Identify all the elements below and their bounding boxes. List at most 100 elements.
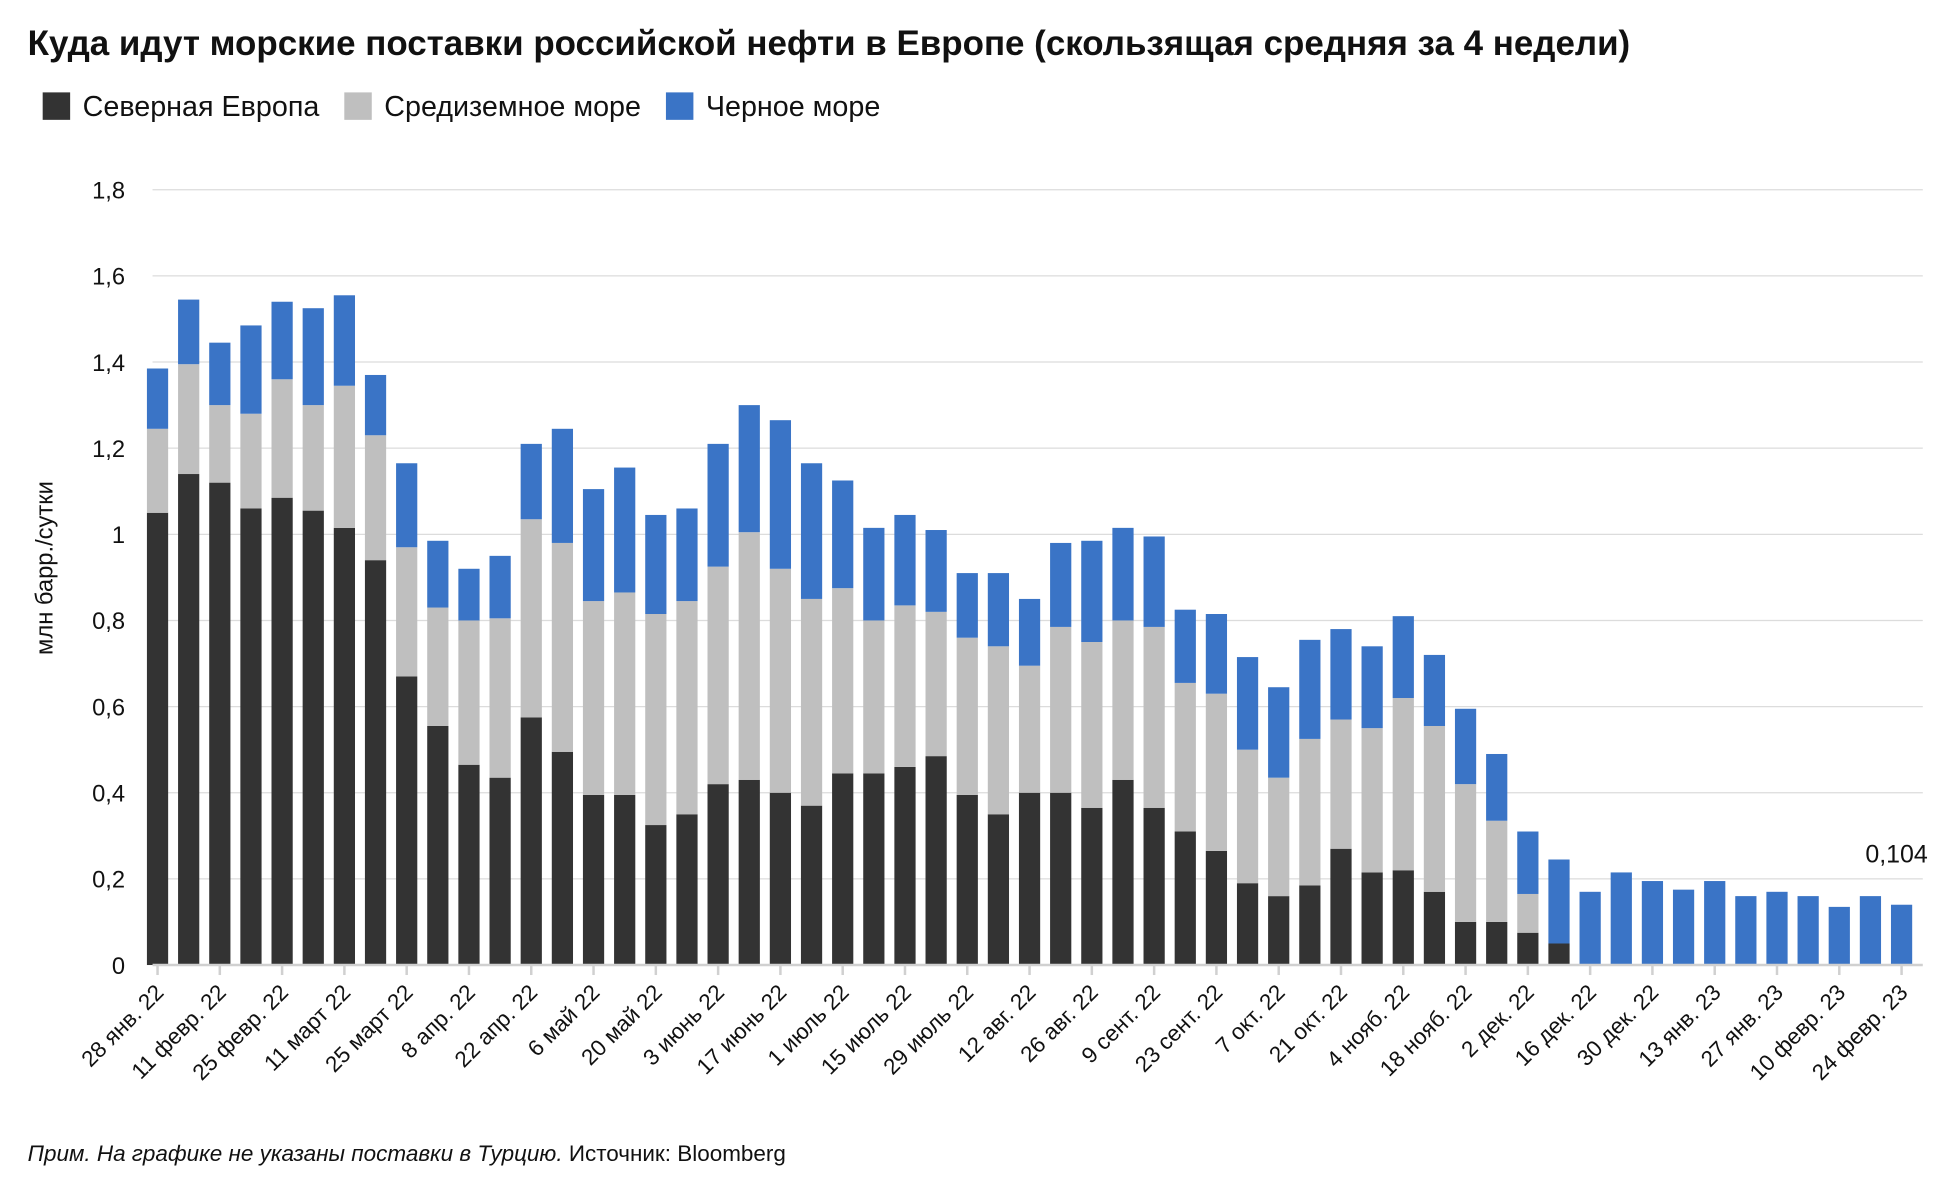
- y-tick-label: 0,4: [92, 781, 125, 807]
- bar-segment-2: [1859, 896, 1882, 966]
- footnote-source: Источник: Bloomberg: [563, 1141, 786, 1166]
- bar-segment-2: [1423, 654, 1446, 726]
- bar-segment-1: [427, 607, 449, 726]
- bar-segment-1: [1205, 693, 1228, 851]
- bar-segment-0: [364, 560, 387, 966]
- bar-segment-1: [1143, 626, 1165, 808]
- bar-segment-2: [364, 374, 387, 436]
- bar-segment-1: [489, 618, 511, 778]
- bar-segment-0: [1299, 885, 1321, 966]
- bar-segment-2: [240, 325, 262, 414]
- bar-segment-2: [271, 301, 293, 380]
- bar-segment-0: [520, 717, 542, 966]
- bar-segment-1: [1112, 620, 1134, 780]
- bar-segment-0: [1486, 921, 1508, 966]
- bar-segment-2: [489, 555, 511, 619]
- y-axis-label: млн барр./сутки: [33, 481, 59, 655]
- bar-segment-0: [1454, 921, 1477, 966]
- bar-segment-2: [302, 308, 324, 406]
- bar-segment-1: [1236, 749, 1259, 884]
- bar-segment-1: [1361, 728, 1383, 873]
- bar-segment-0: [956, 794, 978, 966]
- y-tick-label: 0,8: [92, 609, 125, 635]
- bar-segment-1: [364, 435, 387, 561]
- bar-segment-0: [1423, 891, 1446, 966]
- bar-segment-2: [1766, 891, 1788, 966]
- bar-segment-0: [1050, 792, 1072, 966]
- bar-segment-2: [1517, 831, 1539, 894]
- bars: [146, 295, 1913, 966]
- bar-segment-2: [1454, 708, 1477, 785]
- bar-segment-2: [738, 405, 760, 533]
- bar-segment-1: [333, 385, 356, 528]
- bar-segment-2: [1610, 872, 1632, 966]
- bar-segment-0: [1548, 943, 1570, 966]
- bar-segment-2: [1486, 753, 1508, 821]
- bar-segment-2: [1735, 896, 1757, 966]
- bar-segment-2: [1392, 616, 1414, 698]
- bar-segment-2: [582, 489, 605, 602]
- footnote: Прим. На графике не указаны поставки в Т…: [28, 1141, 786, 1166]
- bar-segment-2: [1174, 609, 1196, 683]
- bar-segment-0: [582, 794, 605, 966]
- bar-segment-2: [1268, 687, 1290, 778]
- bar-segment-1: [894, 605, 916, 767]
- bar-segment-0: [1205, 850, 1228, 966]
- bar-segment-0: [1081, 807, 1103, 966]
- bar-segment-2: [1797, 896, 1819, 966]
- legend-swatch-2: [665, 92, 694, 120]
- y-tick-label: 1: [112, 523, 125, 549]
- bar-segment-1: [271, 379, 293, 498]
- legend-label-1: Средиземное море: [384, 91, 641, 123]
- bar-segment-0: [894, 766, 916, 966]
- bar-segment-0: [769, 792, 792, 966]
- bar-segment-0: [1143, 807, 1165, 966]
- bar-segment-0: [832, 773, 854, 966]
- bar-segment-1: [769, 568, 792, 793]
- bar-segment-0: [396, 676, 418, 966]
- bar-segment-0: [551, 751, 574, 966]
- bar-segment-0: [146, 512, 169, 966]
- bar-segment-0: [707, 784, 729, 966]
- bar-segment-0: [333, 527, 356, 966]
- bar-segment-1: [458, 620, 480, 765]
- annotations: 0,104: [1865, 840, 1928, 868]
- data-label: 0,104: [1865, 840, 1928, 868]
- bar-segment-0: [987, 814, 1010, 966]
- bar-segment-0: [925, 756, 947, 966]
- bar-segment-2: [396, 463, 418, 548]
- bar-segment-2: [1081, 540, 1103, 643]
- bar-segment-1: [676, 601, 698, 815]
- bar-segment-1: [520, 519, 542, 718]
- bar-segment-0: [645, 825, 667, 966]
- bar-segment-0: [800, 805, 823, 966]
- bar-segment-1: [1423, 725, 1446, 892]
- bar-segment-0: [302, 510, 324, 966]
- bar-segment-1: [1517, 893, 1539, 933]
- bar-segment-2: [1143, 536, 1165, 627]
- bar-segment-0: [863, 773, 885, 966]
- bar-segment-0: [209, 482, 231, 966]
- bar-segment-0: [1236, 883, 1259, 966]
- bar-segment-2: [956, 573, 978, 638]
- bar-segment-0: [271, 497, 293, 966]
- bar-segment-1: [1050, 626, 1072, 793]
- bar-segment-1: [1268, 777, 1290, 897]
- bar-segment-1: [1392, 697, 1414, 871]
- bar-segment-1: [1330, 719, 1352, 849]
- bar-segment-2: [1050, 542, 1072, 627]
- bar-segment-0: [1268, 896, 1290, 966]
- bar-segment-0: [240, 508, 262, 966]
- bar-segment-1: [956, 637, 978, 795]
- bar-segment-2: [1299, 639, 1321, 739]
- bar-segment-2: [863, 527, 885, 621]
- footnote-note: Прим. На графике не указаны поставки в Т…: [28, 1141, 563, 1166]
- bar-segment-2: [1330, 629, 1352, 720]
- bar-segment-2: [1828, 906, 1850, 966]
- bar-segment-2: [1018, 598, 1041, 666]
- bar-segment-2: [987, 573, 1010, 647]
- bar-segment-1: [240, 413, 262, 509]
- bar-segment-1: [1299, 738, 1321, 886]
- bar-segment-1: [209, 405, 231, 483]
